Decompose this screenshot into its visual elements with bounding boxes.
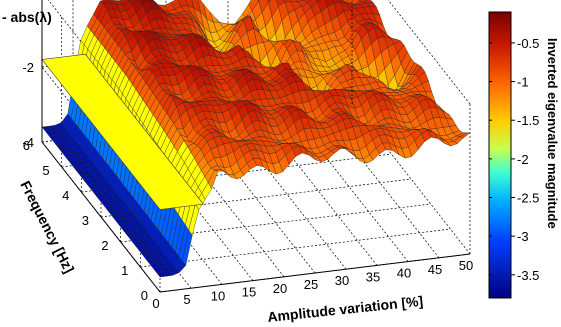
surface-mesh [41, 0, 471, 278]
x-tick-label: 20 [273, 281, 287, 296]
colorbar-tick-label: -0.5 [517, 36, 539, 51]
x-tick-label: 25 [304, 277, 318, 292]
axes-box [41, 0, 471, 293]
y-tick-label: 2 [101, 238, 108, 253]
x-tick-label: 50 [459, 258, 473, 273]
surface-facet [347, 0, 354, 5]
y-tick-label: 3 [82, 213, 89, 228]
colorbar-ticks: -0.5 -1 -1.5 -2 -2.5 -3 -3.5 [489, 36, 539, 283]
y-tick-label: 5 [42, 163, 49, 178]
colorbar-tick-label: -2.5 [517, 191, 539, 206]
y-tick-label: 4 [62, 188, 69, 203]
x-tick-label: 10 [211, 288, 225, 303]
colorbar-tick-label: -1.5 [517, 113, 539, 128]
surface-facet [303, 0, 312, 3]
x-tick-label: 35 [366, 269, 380, 284]
surface-facet [459, 132, 471, 139]
floor-grid-line-y [140, 228, 451, 268]
z-tick-label: -2 [22, 60, 34, 75]
surface-facet [127, 0, 132, 2]
colorbar-tick-label: -3 [517, 229, 529, 244]
y-axis-line [41, 141, 161, 293]
z-axis-label: - abs(λ) [2, 9, 52, 25]
x-tick-label: 30 [335, 273, 349, 288]
surface-facet [315, 0, 321, 3]
z-tick-label: -4 [22, 135, 34, 150]
x-tick-label: 40 [397, 266, 411, 281]
colorbar-label: Inverted eigenvalue magnitude [545, 38, 560, 229]
colorbar-tick-label: -1 [517, 75, 529, 90]
colorbar-tick-label: -3.5 [517, 268, 539, 283]
x-tick-label: 45 [428, 262, 442, 277]
y-tick-label: 6 [23, 138, 30, 153]
x-tick-label: 0 [152, 296, 159, 311]
x-axis-label: Amplitude variation [%] [267, 293, 424, 325]
x-tick-label: 15 [242, 285, 256, 300]
x-tick-label: 5 [183, 292, 190, 307]
x-axis-line [159, 253, 471, 293]
y-tick-label: 1 [121, 263, 128, 278]
colorbar-tick-label: -2 [517, 152, 529, 167]
tick-labels: 0510152025303540455001234560-2-4 [22, 60, 473, 311]
plateau-region [41, 53, 204, 210]
colorbar [488, 11, 512, 299]
y-tick-label: 0 [141, 288, 148, 303]
